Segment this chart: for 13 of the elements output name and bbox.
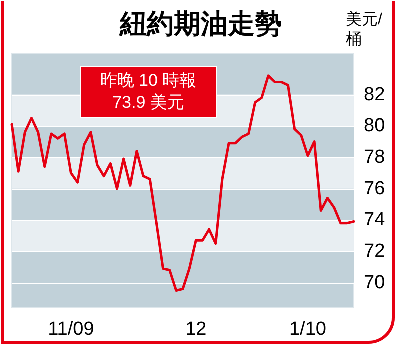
x-tick-label: 12 xyxy=(186,319,207,340)
y-tick-label: 72 xyxy=(364,241,386,262)
y-tick-label: 76 xyxy=(364,178,386,200)
x-tick-label: 1/10 xyxy=(289,319,326,340)
y-tick-label: 82 xyxy=(364,84,386,106)
y-tick-label: 70 xyxy=(364,272,386,294)
y-tick-label: 78 xyxy=(364,146,386,168)
chart-title: 紐約期油走勢 xyxy=(119,9,282,40)
annotation: 昨晚 10 時報 73.9 美元 xyxy=(80,66,217,118)
y-axis-title: 美元/ 桶 xyxy=(346,10,383,48)
y-tick-label: 80 xyxy=(364,116,386,137)
y-tick-label: 74 xyxy=(364,210,386,231)
x-tick-label: 11/09 xyxy=(48,319,94,340)
